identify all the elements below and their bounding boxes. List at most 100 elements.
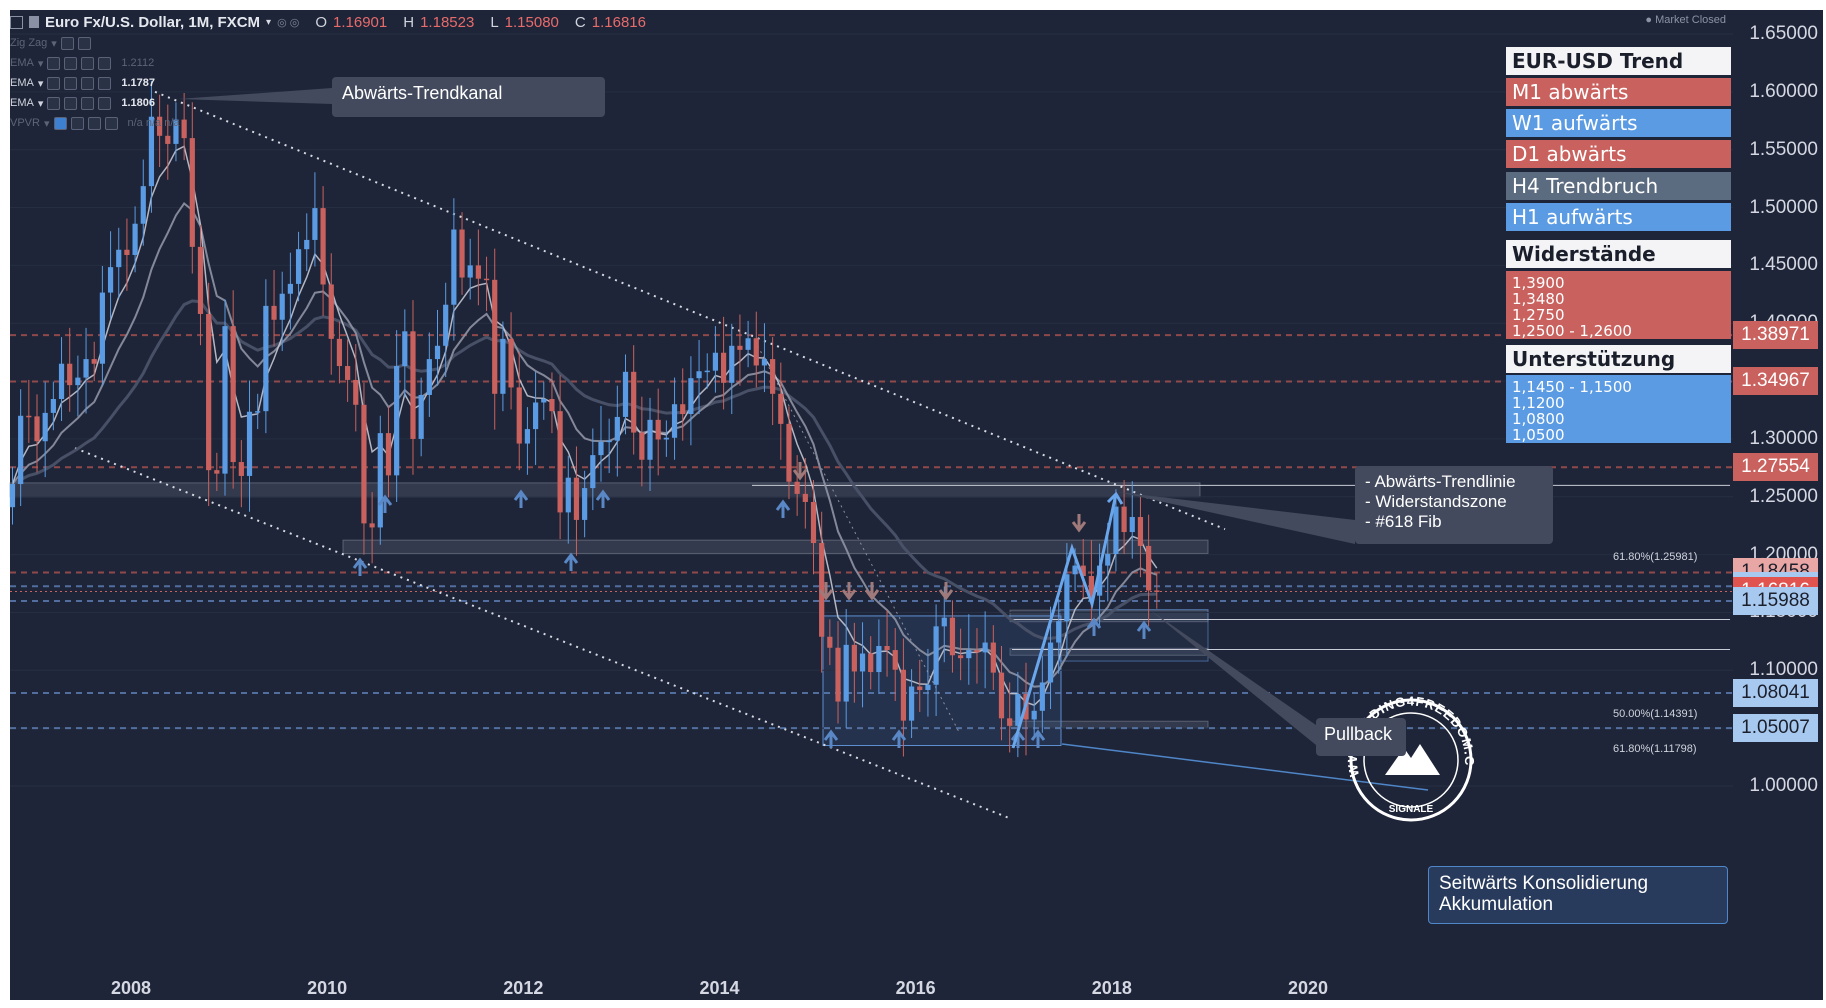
indicator-value: 1.2112 (121, 57, 155, 69)
candle-body (565, 477, 571, 513)
candle-body (173, 119, 179, 144)
chevron-down-icon[interactable]: ▾ (37, 77, 44, 90)
eye-icon[interactable] (47, 76, 61, 90)
candle-body (1072, 565, 1078, 575)
candle-body (1088, 576, 1094, 596)
candle-body (1031, 710, 1037, 720)
candle-body (933, 626, 939, 685)
candle-body (1039, 682, 1045, 711)
resistance-note-2: - Widerstandszone (1365, 492, 1507, 511)
resistance-value: 1,3480 (1512, 290, 1565, 308)
eye-icon[interactable] (47, 56, 61, 70)
candle-body (720, 352, 727, 383)
arrow-up-icon (513, 489, 529, 508)
mountain-icon (1385, 744, 1440, 775)
candle-body (263, 305, 269, 412)
plus-icon[interactable] (81, 96, 95, 110)
candle-body (1154, 590, 1160, 592)
candle-body (908, 686, 915, 721)
arrow-up-icon (1030, 729, 1046, 748)
candle-body (410, 331, 416, 439)
plus-icon[interactable] (81, 56, 95, 70)
close-icon[interactable] (98, 96, 112, 110)
chart-title[interactable]: Euro Fx/U.S. Dollar, 1M, FXCM (45, 13, 261, 31)
candle-body (974, 650, 980, 653)
candle-body (688, 378, 694, 415)
resistance-callout[interactable]: - Abwärts-Trendlinie - Widerstandszone -… (1355, 466, 1553, 544)
pullback-callout[interactable]: Pullback (1316, 718, 1406, 756)
consolidation-note-1: Seitwärts Konsolidierung (1439, 873, 1649, 894)
chevron-down-icon[interactable]: ▾ (266, 16, 272, 28)
candle-body (590, 455, 596, 489)
candle-body (900, 669, 907, 721)
candle-body (385, 433, 392, 476)
close-icon[interactable] (98, 76, 112, 90)
arrow-down-icon (792, 462, 808, 481)
candle-body (353, 379, 359, 405)
plus-icon[interactable] (81, 76, 95, 90)
candle-body (467, 265, 473, 278)
x-tick-label: 2010 (307, 978, 348, 998)
gear-icon[interactable] (64, 76, 78, 90)
gear-icon[interactable] (64, 96, 78, 110)
candle-body (271, 305, 277, 320)
settings-icons[interactable]: ◎ ◎ (277, 16, 300, 29)
indicator-ema-1[interactable]: EMA ▾ 1.2112 (10, 55, 154, 71)
gear-icon[interactable] (77, 36, 91, 50)
channel-callout[interactable]: Abwärts-Trendkanal (332, 77, 605, 117)
eye-icon[interactable] (60, 36, 74, 50)
candle-body (206, 313, 212, 471)
indicator-ema-3[interactable]: EMA ▾ 1.1806 (10, 95, 155, 111)
candle-body (622, 371, 629, 417)
eye-icon[interactable] (47, 96, 61, 110)
candle-body (532, 402, 539, 430)
chevron-down-icon[interactable]: ▾ (51, 37, 57, 50)
sr-zone (342, 539, 1209, 554)
arrow-down-icon (818, 582, 834, 601)
candle-body (778, 393, 784, 424)
indicator-zigzag[interactable]: Zig Zag ▾ (10, 35, 91, 51)
eye-icon[interactable] (53, 116, 67, 130)
candle-body (246, 411, 253, 476)
candle-body (124, 249, 130, 255)
chevron-down-icon[interactable]: ▾ (37, 97, 44, 110)
candle-body (753, 338, 759, 366)
candle-body (483, 278, 490, 281)
consolidation-callout[interactable]: Seitwärts Konsolidierung Akkumulation (1428, 866, 1728, 924)
gear-icon[interactable] (64, 56, 78, 70)
indicator-vpvr[interactable]: VPVR ▾ n/a n/a n/a (10, 115, 180, 131)
arrow-up-icon (1030, 729, 1046, 748)
indicator-ema-2[interactable]: EMA ▾ 1.1787 (10, 75, 155, 91)
candle-body (876, 646, 882, 673)
trend-row-w1: W1 aufwärts (1506, 109, 1731, 137)
candle-body (214, 470, 220, 474)
chevron-down-icon[interactable]: ▾ (43, 117, 50, 130)
arrow-up-icon (823, 729, 839, 748)
arrow-up-icon (775, 499, 791, 518)
candle-body (492, 279, 498, 394)
indicator-name: VPVR (10, 117, 40, 129)
collapse-icon[interactable] (10, 15, 23, 29)
y-tick-label: 1.65000 (1749, 23, 1818, 44)
x-tick-label: 2008 (110, 978, 152, 998)
arrow-up-icon (595, 489, 611, 508)
chevron-down-icon[interactable]: ▾ (37, 57, 44, 70)
open-label: O (315, 13, 328, 31)
callout-pointer (178, 88, 332, 104)
candle-body (794, 481, 800, 494)
candle-body (83, 359, 89, 378)
close-icon[interactable] (98, 56, 112, 70)
indicator-value: 1.1787 (121, 77, 156, 89)
close-label: C (574, 13, 586, 31)
gear-icon[interactable] (70, 116, 84, 130)
plus-icon[interactable] (87, 116, 101, 130)
candle-body (925, 684, 931, 690)
x-tick-label: 2016 (895, 978, 936, 998)
candle-body (116, 249, 122, 268)
close-icon[interactable] (104, 116, 118, 130)
arrow-down-icon (841, 582, 857, 601)
candle-body (500, 338, 506, 394)
high-value: 1.18523 (420, 13, 475, 31)
candle-body (304, 239, 310, 250)
candle-body (279, 293, 285, 320)
